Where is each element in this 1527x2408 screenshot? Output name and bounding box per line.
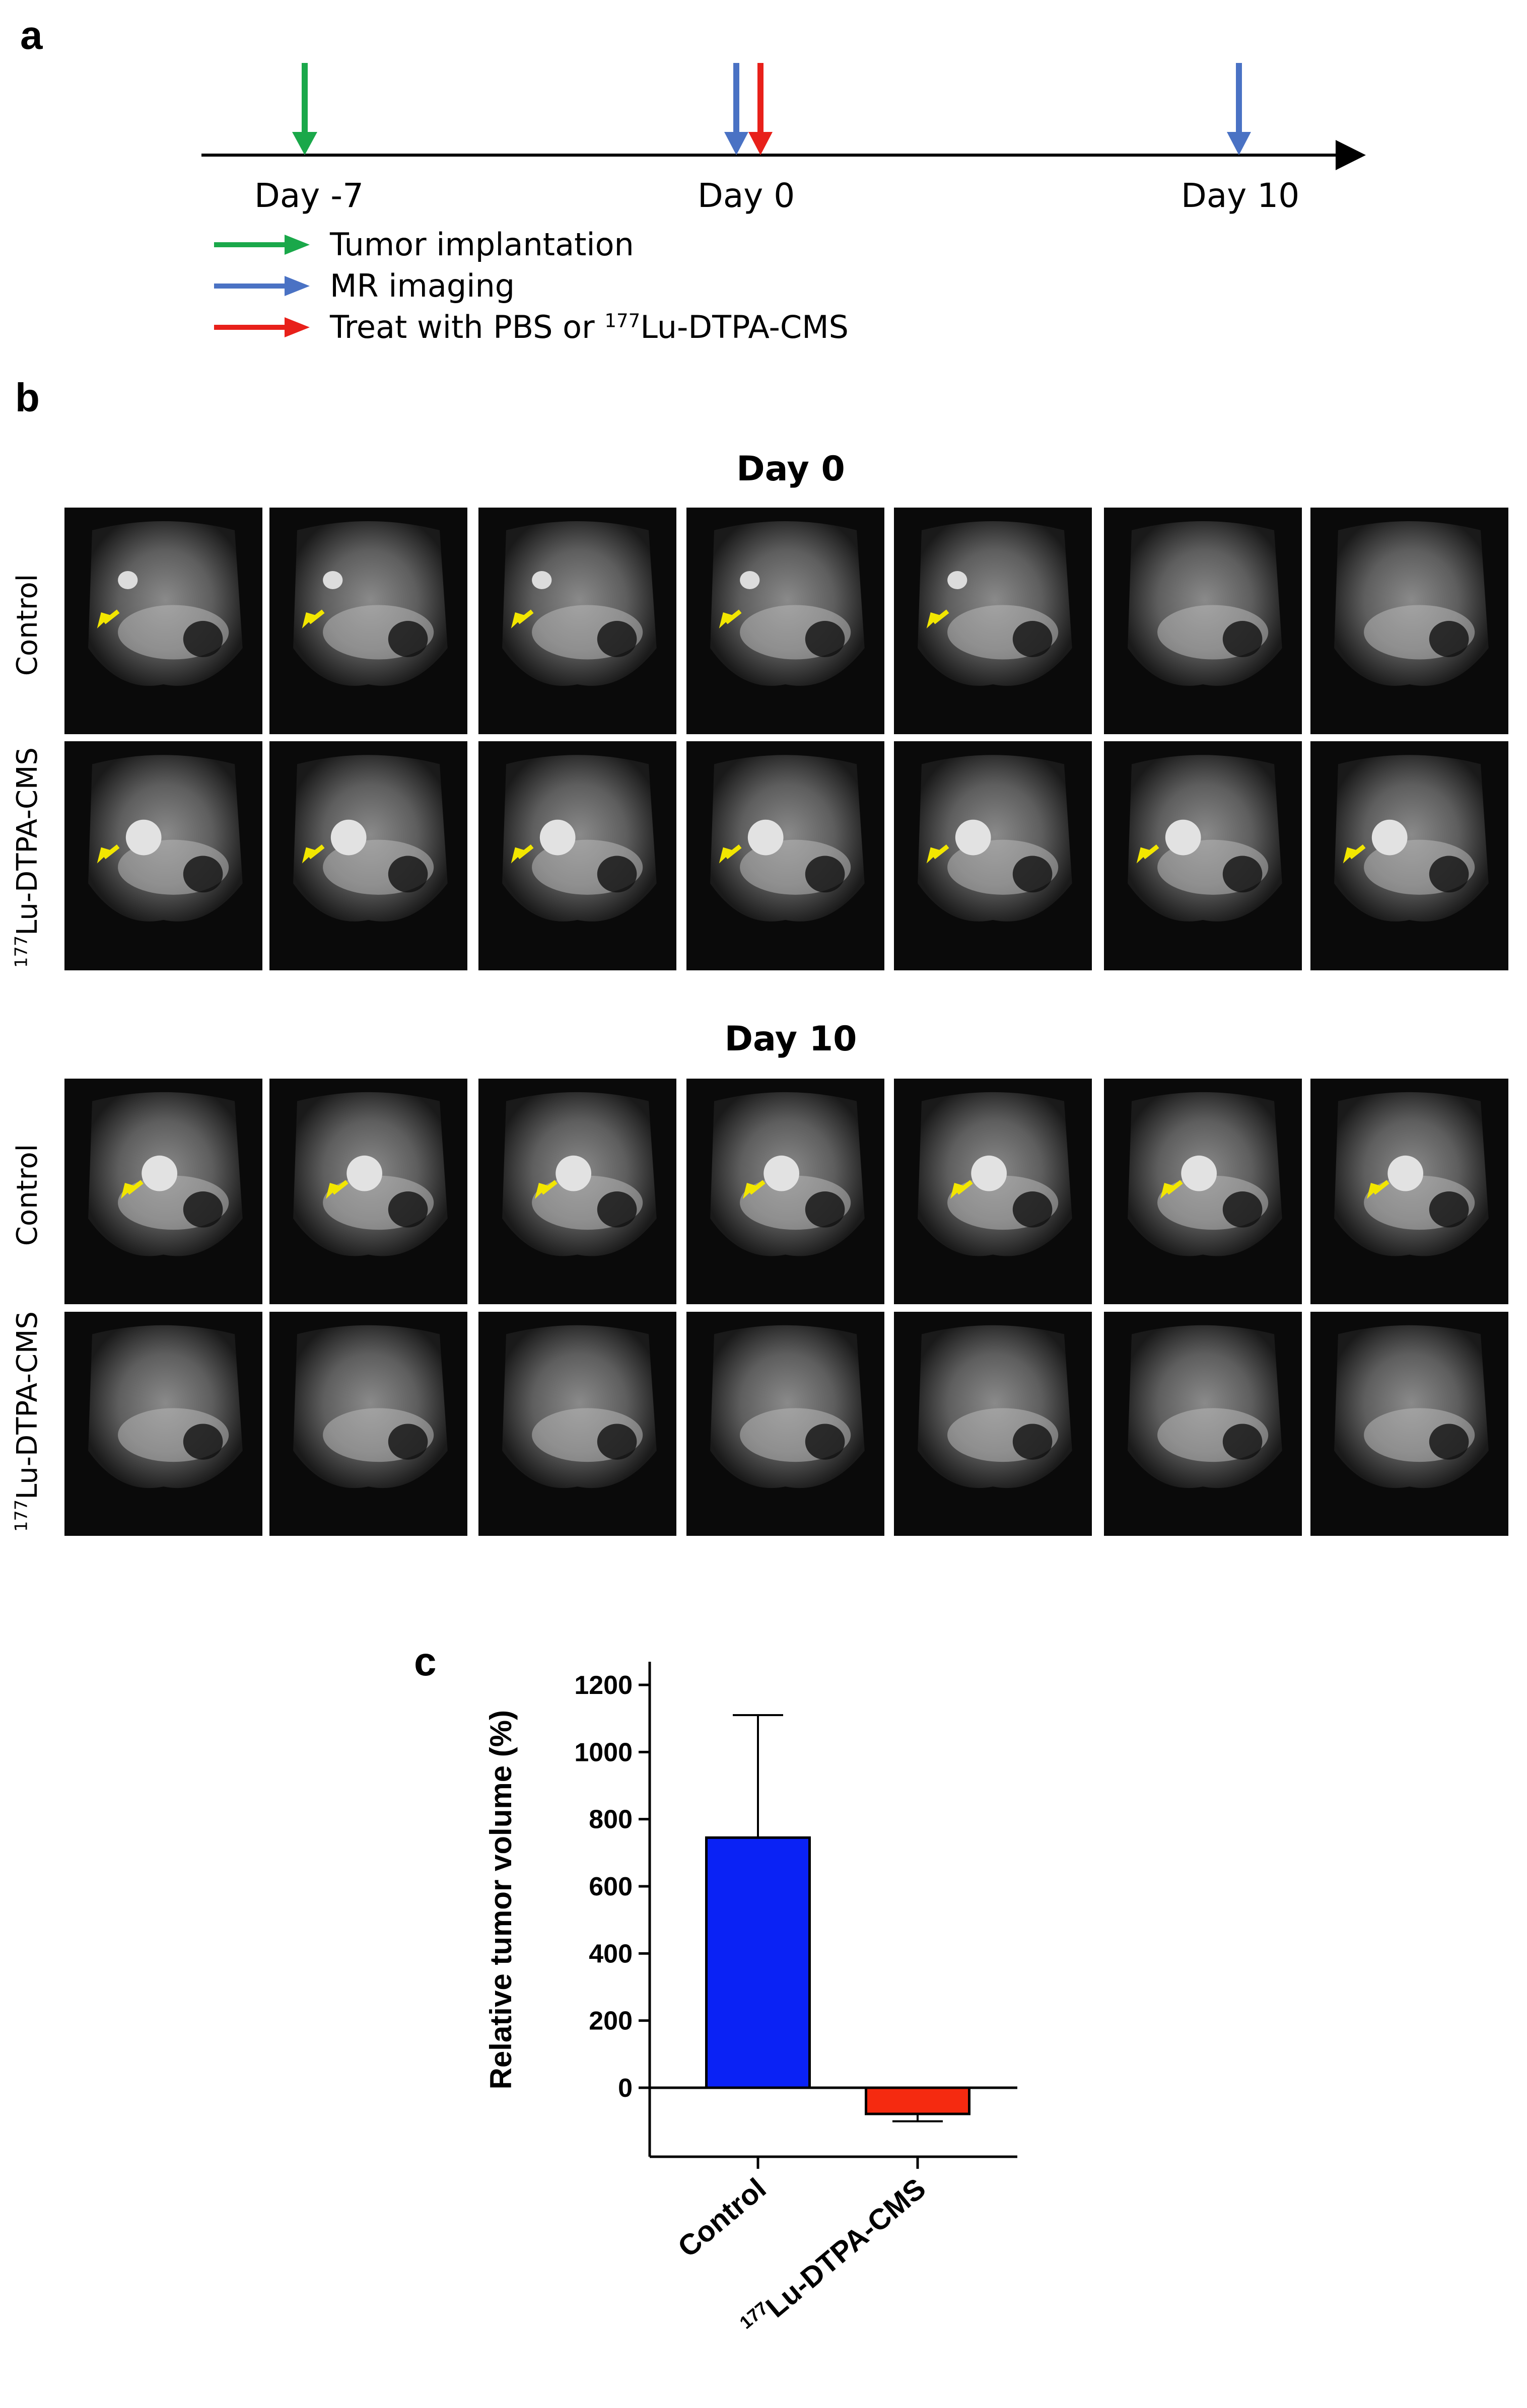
mr-imaging-day10-arrow-icon bbox=[1227, 63, 1251, 155]
mri-slice-image bbox=[269, 1312, 467, 1536]
legend-arrows bbox=[214, 235, 310, 337]
tumor-pointer-arrow-icon bbox=[926, 844, 949, 864]
mri-slice-image bbox=[894, 1079, 1092, 1304]
mri-slice-image bbox=[1310, 508, 1508, 734]
mri-slice-image bbox=[1104, 1079, 1302, 1304]
tumor-pointer-arrow-icon bbox=[97, 844, 120, 864]
tumor-pointer-arrow-icon bbox=[1366, 1180, 1390, 1199]
mri-slice-image bbox=[64, 1079, 262, 1304]
mr-imaging-arrow-icon bbox=[724, 63, 748, 155]
mri-slice-image bbox=[269, 741, 467, 970]
tumor-pointer-arrow-icon bbox=[1160, 1180, 1183, 1199]
mri-slice-image bbox=[894, 741, 1092, 970]
legend-tumor-arrow-icon bbox=[214, 235, 310, 255]
tumor-pointer-arrow-icon bbox=[511, 844, 534, 864]
y-tick-label: 400 bbox=[589, 1939, 633, 1968]
panel-a-letter: a bbox=[20, 13, 43, 57]
timeline-axis bbox=[201, 63, 1366, 170]
legend-treatment-post: Lu-DTPA-CMS bbox=[640, 309, 849, 345]
tumor-pointer-arrow-icon bbox=[302, 844, 325, 864]
tumor-pointer-arrow-icon bbox=[1343, 844, 1366, 864]
y-tick-label: 0 bbox=[618, 2074, 633, 2103]
row-label-day10-control: Control bbox=[11, 1144, 44, 1246]
tumor-implantation-arrow-icon bbox=[292, 63, 317, 155]
row-label-day0-treated: 177Lu-DTPA-CMS bbox=[11, 747, 44, 968]
mri-slice-image bbox=[478, 1312, 676, 1536]
tumor-pointer-arrow-icon bbox=[534, 1180, 558, 1199]
tumor-pointer-arrow-icon bbox=[950, 1180, 973, 1199]
x-category-label-0: Control bbox=[672, 2172, 773, 2263]
legend-treatment: Treat with PBS or 177Lu-DTPA-CMS bbox=[330, 309, 849, 345]
tumor-pointer-arrow-icon bbox=[511, 609, 534, 628]
legend-tumor-implantation: Tumor implantation bbox=[330, 226, 634, 263]
mri-slice-image bbox=[686, 741, 884, 970]
y-tick-label: 200 bbox=[589, 2007, 633, 2036]
y-tick-label: 600 bbox=[589, 1872, 633, 1901]
mri-slice-image bbox=[478, 741, 676, 970]
mri-slice-image bbox=[269, 1079, 467, 1304]
day10-title: Day 10 bbox=[724, 1019, 857, 1059]
mri-slice-image bbox=[894, 1312, 1092, 1536]
tumor-pointer-arrow-icon bbox=[97, 609, 120, 628]
legend-treatment-sup: 177 bbox=[604, 309, 641, 332]
y-tick-label: 800 bbox=[589, 1805, 633, 1834]
tumor-pointer-arrow-icon bbox=[302, 609, 325, 628]
mri-slice-image bbox=[1310, 741, 1508, 970]
bar-0 bbox=[705, 1836, 811, 2089]
mri-slice-image bbox=[1104, 741, 1302, 970]
treatment-arrow-icon bbox=[748, 63, 773, 155]
panel-b-letter: b bbox=[15, 375, 40, 420]
y-tick-label: 1000 bbox=[574, 1738, 633, 1767]
relative-tumor-volume-chart: 0 200 400 600 800 1000 1200 Relative tumor volu… bbox=[484, 1662, 1017, 2333]
mri-slice-image bbox=[64, 508, 262, 734]
y-axis-label: Relative tumor volume (%) bbox=[484, 1710, 518, 2089]
legend-treatment-pre: Treat with PBS or bbox=[330, 309, 605, 345]
bar-1 bbox=[865, 2086, 970, 2115]
y-tick-label: 1200 bbox=[574, 1671, 633, 1700]
row-label-day0-control: Control bbox=[11, 574, 44, 676]
mri-slice-image bbox=[64, 1312, 262, 1536]
panel-c-letter: c bbox=[414, 1639, 437, 1684]
tumor-pointer-arrow-icon bbox=[1136, 844, 1159, 864]
day0-title: Day 0 bbox=[736, 449, 845, 489]
legend-treat-arrow-icon bbox=[214, 317, 310, 337]
mri-slice-image bbox=[1310, 1079, 1508, 1304]
timeline-label-day-0: Day 0 bbox=[698, 176, 795, 215]
mri-slice-image bbox=[1310, 1312, 1508, 1536]
mri-slice-image bbox=[686, 1312, 884, 1536]
mri-slice-image bbox=[269, 508, 467, 734]
tumor-pointer-arrow-icon bbox=[926, 609, 949, 628]
tumor-pointer-arrow-icon bbox=[719, 609, 742, 628]
mri-slice-image bbox=[1104, 1312, 1302, 1536]
row-label-day10-treated: 177Lu-DTPA-CMS bbox=[11, 1311, 44, 1532]
tumor-pointer-arrow-icon bbox=[325, 1180, 349, 1199]
timeline-label-day-10: Day 10 bbox=[1181, 176, 1300, 215]
tumor-pointer-arrow-icon bbox=[742, 1180, 766, 1199]
mri-slice-image bbox=[894, 508, 1092, 734]
mri-slice-image bbox=[64, 741, 262, 970]
tumor-pointer-arrow-icon bbox=[120, 1180, 144, 1199]
mri-slice-image bbox=[478, 508, 676, 734]
legend-mr-imaging: MR imaging bbox=[330, 267, 515, 304]
timeline-label-day-minus-7: Day -7 bbox=[254, 176, 364, 215]
tumor-pointer-arrow-icon bbox=[719, 844, 742, 864]
x-category-main: Lu-DTPA-CMS bbox=[759, 2172, 932, 2324]
legend-mr-arrow-icon bbox=[214, 276, 310, 296]
mri-slice-image bbox=[478, 1079, 676, 1304]
mri-slice-image bbox=[1104, 508, 1302, 734]
mri-slice-image bbox=[686, 1079, 884, 1304]
mri-slice-image bbox=[686, 508, 884, 734]
